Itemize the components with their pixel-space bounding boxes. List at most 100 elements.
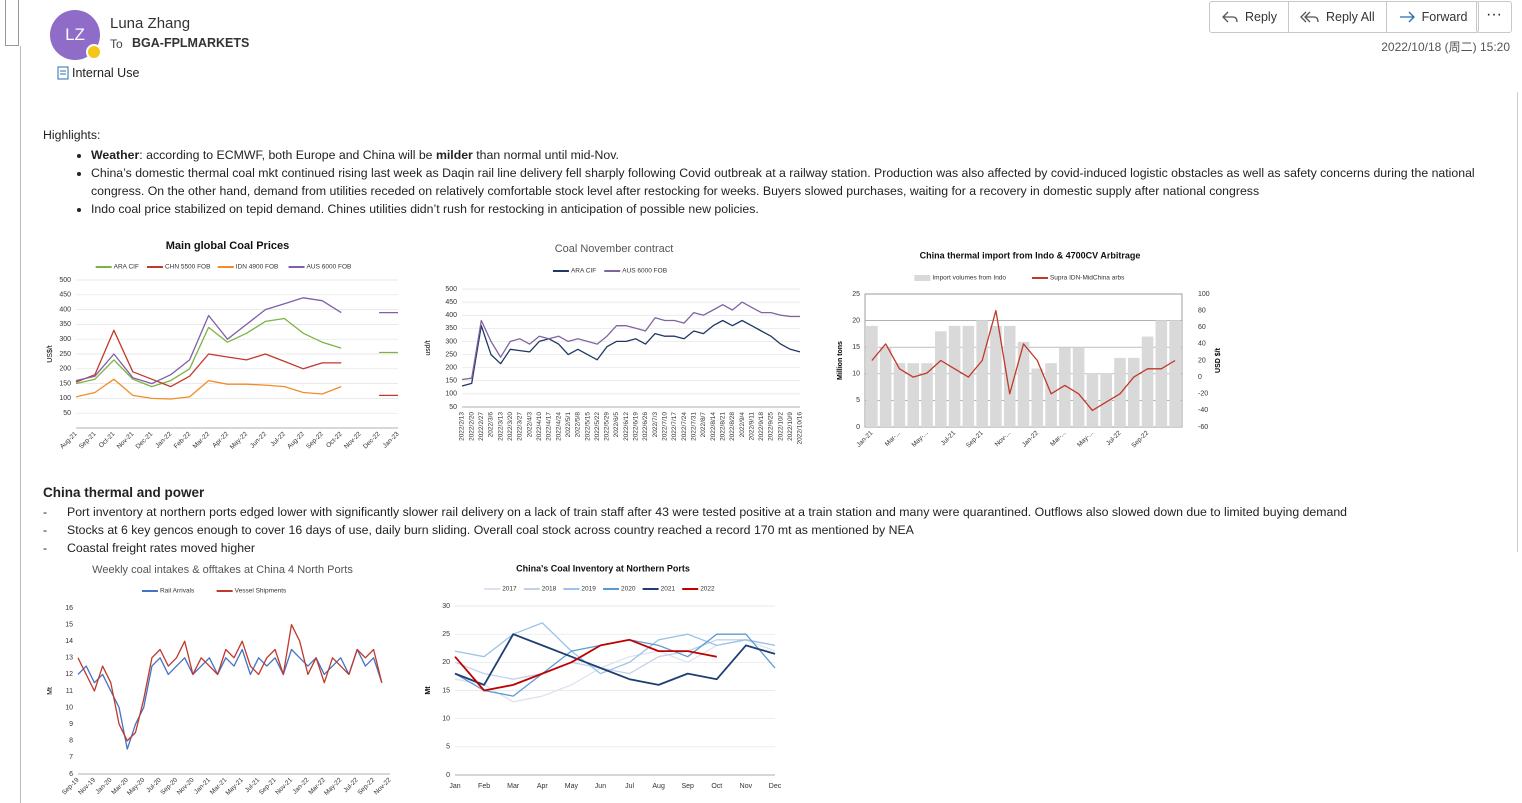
x-tick-label: 2022/3/20 — [507, 412, 514, 441]
x-tick-label: 2022/10/2 — [777, 412, 784, 441]
series-line — [454, 639, 776, 680]
legend-label: AUS 6000 FOB — [307, 264, 352, 271]
x-tick-label: 2022/6/26 — [642, 412, 649, 441]
y-tick-label: 5 — [856, 397, 860, 404]
y-tick-label: 15 — [852, 344, 860, 351]
series-line — [454, 633, 776, 686]
right-scrollbar[interactable] — [1517, 92, 1522, 552]
text: than normal until mid-Nov. — [472, 148, 619, 162]
y2-tick-label: 0 — [1198, 374, 1202, 381]
x-tick-label: 2022/7/31 — [690, 412, 697, 441]
text: : according to ECMWF, both Europe and Ch… — [139, 148, 436, 162]
x-tick-label: May-... — [1076, 430, 1095, 449]
reply-label: Reply — [1245, 10, 1277, 24]
x-tick-label: 2022/10/9 — [787, 412, 794, 441]
x-tick-label: 2022/9/18 — [758, 412, 765, 441]
bold-text: milder — [435, 148, 473, 162]
text: Stocks at 6 key gencos enough to cover 1… — [67, 523, 914, 537]
x-tick-label: Feb — [478, 783, 490, 790]
x-tick-label: Sep-22 — [1130, 429, 1150, 449]
y-tick-label: 0 — [856, 424, 860, 431]
x-tick-label: Jun — [595, 783, 606, 790]
y-tick-label: 30 — [442, 603, 450, 610]
highlights-heading: Highlights: — [43, 128, 101, 142]
x-tick-label: 2022/3/27 — [517, 412, 524, 441]
left-border — [20, 46, 21, 803]
legend-label: Import volumes from Indo — [932, 275, 1006, 282]
x-tick-label: 2022/2/13 — [459, 412, 466, 441]
x-tick-label: May-21 — [225, 776, 246, 797]
forward-button[interactable]: Forward — [1387, 2, 1479, 32]
bar — [1155, 320, 1168, 427]
x-tick-label: Mar-... — [884, 430, 902, 448]
y-tick-label: 8 — [69, 738, 73, 745]
y2-tick-label: 20 — [1198, 357, 1206, 364]
bar — [1003, 325, 1016, 427]
reply-button[interactable]: Reply — [1210, 2, 1289, 32]
chart: Coal November contract 50 100 150 200 250 300 3… — [425, 243, 804, 445]
reply-all-icon — [1300, 11, 1319, 23]
y-tick-label: 25 — [852, 291, 860, 298]
chart-title: China's Coal Inventory at Northern Ports — [516, 563, 690, 573]
bar — [1100, 373, 1112, 427]
y2-tick-label: -60 — [1198, 424, 1208, 431]
x-tick-label: Dec-22 — [362, 430, 382, 450]
bar — [935, 331, 947, 427]
sensitivity-label: Internal Use — [72, 66, 140, 80]
y-tick-label: 250 — [445, 351, 457, 358]
chart-title: Main global Coal Prices — [166, 240, 289, 252]
x-tick-label: Nov-22 — [343, 430, 363, 450]
series-line — [75, 297, 398, 385]
chart-title: China thermal import from Indo & 4700CV … — [920, 250, 1141, 260]
x-tick-label: 2022/3/13 — [497, 412, 504, 441]
y-tick-label: 5 — [446, 744, 450, 751]
chart: Main global Coal Prices 50 100 150 200 250 300… — [47, 240, 401, 451]
x-tick-label: Nov-22 — [373, 776, 393, 796]
x-tick-label: 2022/7/3 — [652, 412, 659, 438]
x-tick-label: Sep-21 — [965, 429, 985, 449]
legend-label: 2019 — [581, 586, 596, 593]
x-tick-label: Nov-21 — [116, 430, 136, 450]
y-tick-label: 13 — [65, 655, 73, 662]
forward-icon — [1399, 11, 1415, 23]
reply-all-button[interactable]: Reply All — [1289, 2, 1387, 32]
x-tick-label: Mar-... — [1049, 430, 1067, 448]
bar — [1086, 373, 1099, 427]
highlight-item: Weather: according to ECMWF, both Europe… — [91, 146, 1483, 164]
y-tick-label: 16 — [65, 605, 73, 612]
x-tick-label: Apr-22 — [211, 430, 230, 449]
series-line — [461, 319, 801, 387]
x-tick-label: Oct-21 — [98, 430, 117, 449]
x-tick-label: Nov-19 — [77, 776, 97, 796]
y-tick-label: 400 — [59, 306, 71, 313]
text: Port inventory at northern ports edged l… — [67, 505, 1348, 519]
x-tick-label: Sep — [681, 783, 694, 790]
legend-label: Vessel Shipments — [235, 588, 287, 595]
y2-tick-label: -20 — [1198, 391, 1208, 398]
y2-tick-label: 40 — [1198, 341, 1206, 348]
y-axis-label: Mt — [425, 686, 432, 695]
to-label: To — [110, 37, 123, 51]
bar — [1031, 368, 1044, 427]
bar — [1114, 357, 1126, 427]
y-tick-label: 150 — [445, 378, 457, 385]
more-button[interactable]: ··· — [1476, 1, 1512, 33]
y-tick-label: 500 — [59, 277, 71, 284]
y-tick-label: 500 — [445, 286, 457, 293]
legend-label: AUS 6000 FOB — [622, 268, 667, 275]
series-line — [75, 329, 398, 397]
recipient[interactable]: BGA-FPLMARKETS — [132, 36, 250, 50]
x-tick-label: Oct-22 — [325, 430, 344, 449]
y-axis-label: Million tons — [837, 341, 844, 380]
x-tick-label: 2022/8/28 — [729, 412, 736, 441]
x-tick-label: 2022/7/10 — [662, 412, 669, 441]
x-tick-label: 2022/5/22 — [594, 412, 601, 441]
legend-label: IDN 4900 FOB — [236, 264, 279, 271]
x-tick-label: Dec-21 — [135, 430, 155, 450]
x-tick-label: Mar-22 — [192, 430, 212, 450]
bar — [893, 363, 906, 427]
section-item: - Port inventory at northern ports edged … — [43, 505, 1348, 519]
x-tick-label: Jan-23 — [382, 430, 401, 449]
chart: China's Coal Inventory at Northern Ports… — [425, 563, 782, 790]
y-tick-label: 200 — [445, 365, 457, 372]
